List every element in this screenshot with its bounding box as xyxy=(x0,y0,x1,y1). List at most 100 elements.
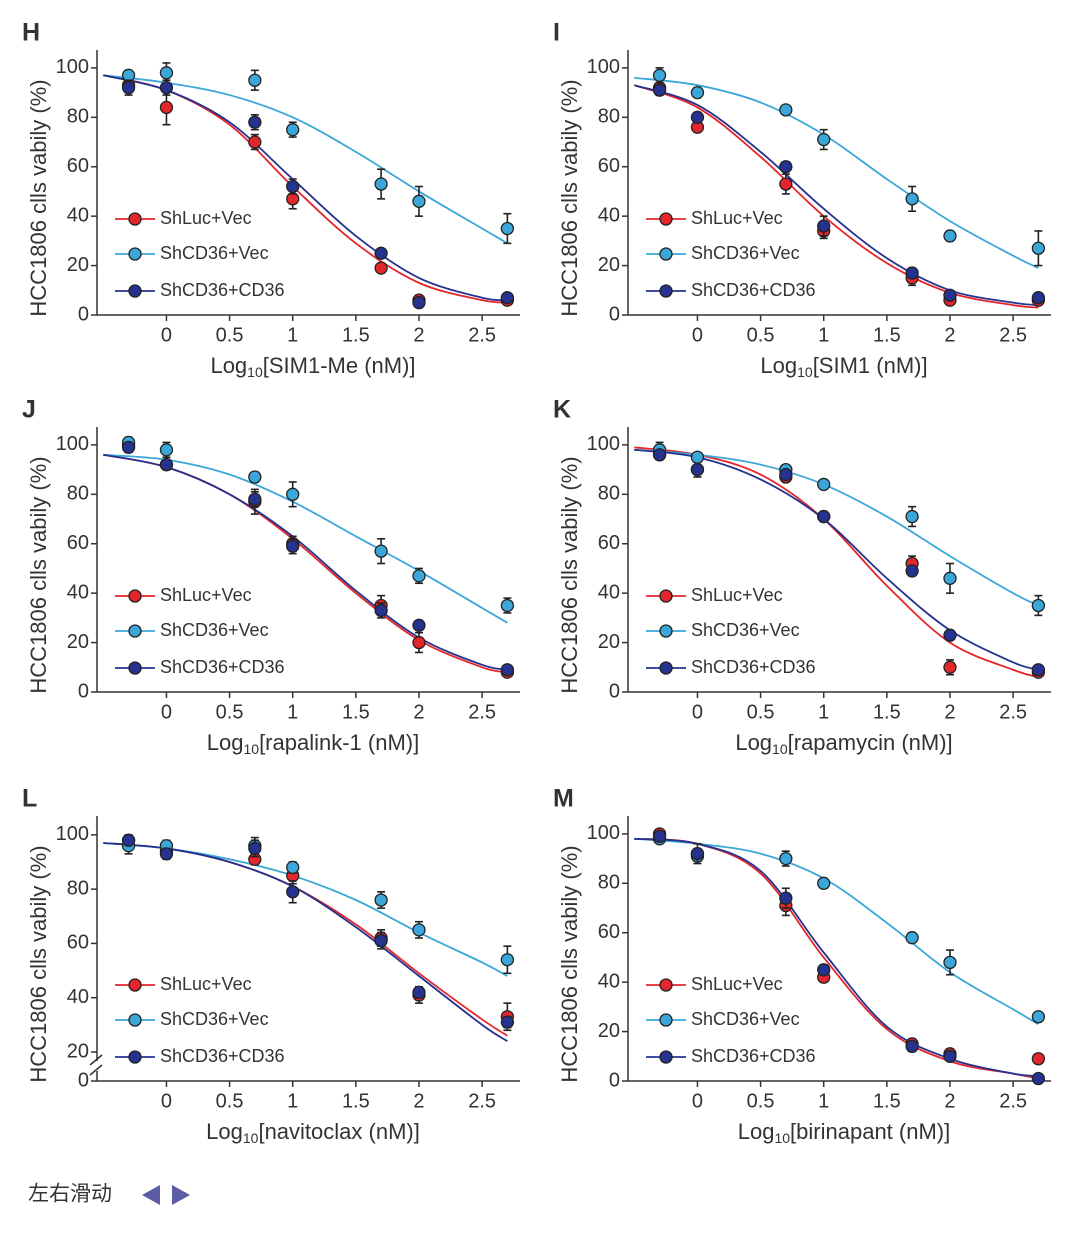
data-point xyxy=(1031,1071,1046,1086)
x-tick-label: 1 xyxy=(818,701,829,723)
axis-break xyxy=(89,1054,103,1066)
y-axis-label: HCC1806 clls vabily (%) xyxy=(557,456,582,693)
data-point xyxy=(1031,241,1046,255)
data-point xyxy=(817,477,831,492)
x-tick-label: 1 xyxy=(287,701,298,723)
y-tick-label: 60 xyxy=(67,932,89,954)
legend-label: ShCD36+Vec xyxy=(691,620,800,640)
x-label-part: [rapalink-1 (nM)] xyxy=(259,730,419,755)
data-point xyxy=(412,618,426,632)
legend-label: ShCD36+Vec xyxy=(691,1009,800,1029)
legend-marker xyxy=(659,624,673,638)
y-tick-label: 100 xyxy=(56,433,89,455)
y-tick-label: 0 xyxy=(78,303,89,325)
y-tick-label: 60 xyxy=(598,532,620,554)
legend-marker xyxy=(128,978,142,992)
x-tick-label: 0.5 xyxy=(216,701,244,723)
fit-curve xyxy=(634,837,1039,1077)
legend-label: ShLuc+Vec xyxy=(691,585,783,605)
data-point xyxy=(412,569,426,583)
y-axis-label: HCC1806 clls vabily (%) xyxy=(557,79,582,316)
data-point xyxy=(374,177,388,191)
data-point xyxy=(943,955,957,970)
data-point xyxy=(652,83,667,97)
panel-letter: J xyxy=(22,396,36,424)
y-tick-label: 40 xyxy=(67,204,89,226)
legend-label: ShLuc+Vec xyxy=(691,208,783,228)
data-point xyxy=(779,467,793,482)
data-point xyxy=(159,81,174,95)
data-point xyxy=(412,194,426,208)
panel-letter: K xyxy=(553,396,571,424)
y-tick-label: 0 xyxy=(78,1069,89,1091)
x-tick-label: 1.5 xyxy=(342,701,370,723)
legend-marker xyxy=(128,284,142,298)
legend-label: ShCD36+Vec xyxy=(160,243,269,263)
data-point xyxy=(412,985,426,999)
x-label-part: [birinapant (nM)] xyxy=(790,1119,950,1144)
y-tick-label: 100 xyxy=(56,56,89,78)
fit-curve xyxy=(634,446,1039,679)
y-tick-label: 0 xyxy=(609,303,620,325)
y-tick-label: 0 xyxy=(609,680,620,702)
data-point xyxy=(286,123,300,137)
x-tick-label: 0 xyxy=(692,701,703,723)
legend-marker xyxy=(659,212,673,226)
data-point xyxy=(817,132,831,147)
data-point xyxy=(817,876,831,890)
y-tick-label: 60 xyxy=(598,155,620,177)
x-tick-label: 1.5 xyxy=(873,1090,901,1112)
legend-label: ShLuc+Vec xyxy=(691,974,783,994)
legend-label: ShCD36+CD36 xyxy=(691,657,816,677)
legend-marker xyxy=(128,1013,142,1027)
y-axis-label: HCC1806 clls vabily (%) xyxy=(557,845,582,1082)
x-label-part: [SIM1-Me (nM)] xyxy=(263,353,416,378)
data-point xyxy=(500,221,515,236)
x-label-part: [rapamycin (nM)] xyxy=(788,730,953,755)
y-tick-label: 100 xyxy=(587,822,620,844)
x-tick-label: 1.5 xyxy=(342,1090,370,1112)
arrow-right[interactable] xyxy=(172,1185,190,1205)
data-point xyxy=(817,509,831,524)
data-point xyxy=(374,603,388,618)
legend-marker xyxy=(128,589,142,603)
legend-marker xyxy=(659,661,673,675)
x-tick-label: 0 xyxy=(692,324,703,346)
arrow-left[interactable] xyxy=(142,1185,160,1205)
fit-curve xyxy=(103,842,508,1042)
y-tick-label: 60 xyxy=(67,155,89,177)
x-axis-label: Log10[birinapant (nM)] xyxy=(738,1119,950,1146)
data-point xyxy=(905,266,919,280)
data-point xyxy=(121,81,136,95)
x-label-part: Log xyxy=(738,1119,775,1144)
x-tick-label: 2 xyxy=(944,1090,955,1112)
legend-marker xyxy=(659,1013,673,1027)
x-tick-label: 0.5 xyxy=(747,324,775,346)
data-point xyxy=(779,851,793,866)
x-label-subscript: 10 xyxy=(247,364,263,380)
data-point xyxy=(690,110,705,124)
data-point xyxy=(943,288,957,302)
y-tick-label: 20 xyxy=(67,631,89,653)
y-tick-label: 40 xyxy=(67,581,89,603)
x-label-part: Log xyxy=(210,353,247,378)
data-point xyxy=(943,229,957,243)
y-tick-label: 80 xyxy=(598,872,620,894)
x-label-part: Log xyxy=(207,730,244,755)
x-tick-label: 2.5 xyxy=(468,324,496,346)
data-point xyxy=(500,1015,515,1029)
data-point xyxy=(690,847,705,861)
x-tick-label: 0.5 xyxy=(747,701,775,723)
legend-marker xyxy=(659,978,673,992)
legend-marker xyxy=(128,1050,142,1064)
data-point xyxy=(159,443,174,457)
legend-label: ShCD36+Vec xyxy=(160,620,269,640)
data-point xyxy=(286,539,300,553)
x-label-subscript: 10 xyxy=(243,741,259,757)
y-tick-label: 20 xyxy=(598,1020,620,1042)
legend-marker xyxy=(659,1050,673,1064)
x-axis-label: Log10[SIM1-Me (nM)] xyxy=(210,353,415,380)
legend-marker xyxy=(128,624,142,638)
data-point xyxy=(248,841,262,856)
